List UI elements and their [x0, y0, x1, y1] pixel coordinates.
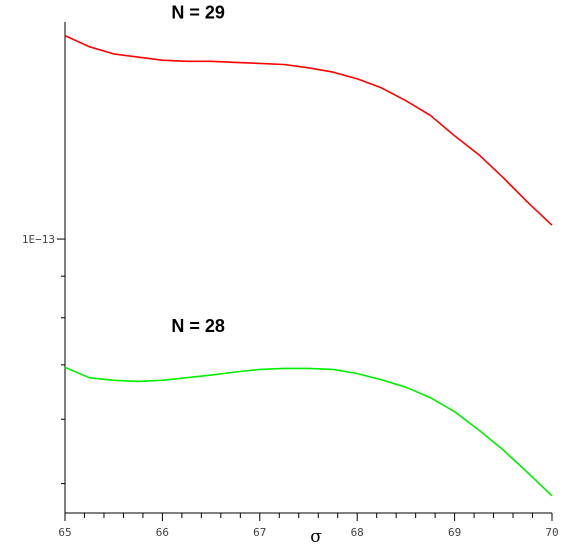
curve-annotation: N = 29: [171, 2, 225, 22]
x-tick-label: 67: [253, 526, 266, 539]
x-tick-label: 65: [58, 526, 71, 539]
x-tick-label: 68: [351, 526, 364, 539]
y-axis: 1E−13: [22, 22, 66, 513]
plot-area: 1E−13 65 66 67 68 69 70 N = 29 N = 28 σ: [22, 2, 559, 546]
series-lines: [64, 34, 553, 497]
x-tick-label: 66: [156, 526, 169, 539]
series-line-1: [64, 366, 553, 497]
series-line-0: [64, 34, 553, 226]
curve-annotations: N = 29 N = 28: [171, 2, 225, 336]
curve-annotation: N = 28: [171, 316, 225, 336]
x-tick-label: 69: [448, 526, 461, 539]
x-tick-label: 70: [545, 526, 558, 539]
x-axis: 65 66 67 68 69 70: [58, 512, 559, 539]
x-axis-title: σ: [310, 527, 322, 546]
y-tick-label: 1E−13: [22, 233, 55, 246]
